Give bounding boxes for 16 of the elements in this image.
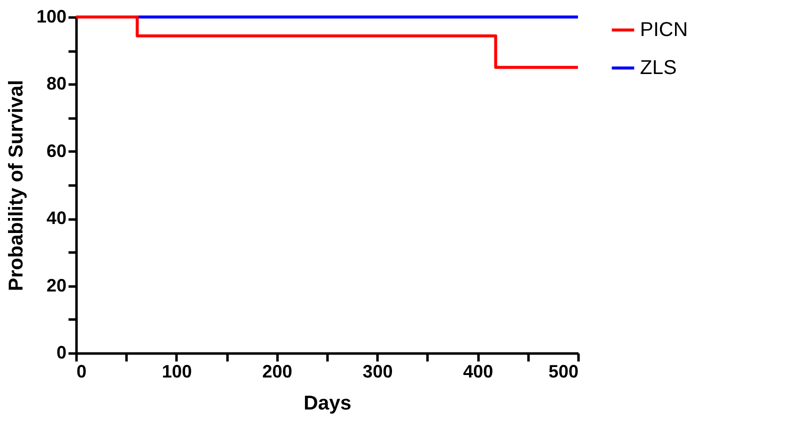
y-axis-title: Probability of Survival <box>5 80 28 292</box>
y-tick-label: 60 <box>46 140 66 161</box>
x-tick-label: 400 <box>463 362 494 382</box>
y-tick-label: 80 <box>46 74 66 94</box>
x-tick-label: 0 <box>76 362 87 382</box>
x-axis-title: Days <box>304 392 352 414</box>
y-tick-label: 0 <box>56 342 66 362</box>
legend-label: ZLS <box>640 57 677 79</box>
legend-label: PICN <box>640 19 688 41</box>
x-tick-label: 500 <box>548 362 578 382</box>
x-tick-label: 300 <box>362 362 393 382</box>
x-tick-label: 200 <box>262 362 292 382</box>
y-tick-label: 20 <box>46 275 66 296</box>
x-tick-label: 100 <box>162 362 192 382</box>
y-tick-label: 40 <box>46 208 66 228</box>
y-tick-label: 100 <box>36 6 66 26</box>
